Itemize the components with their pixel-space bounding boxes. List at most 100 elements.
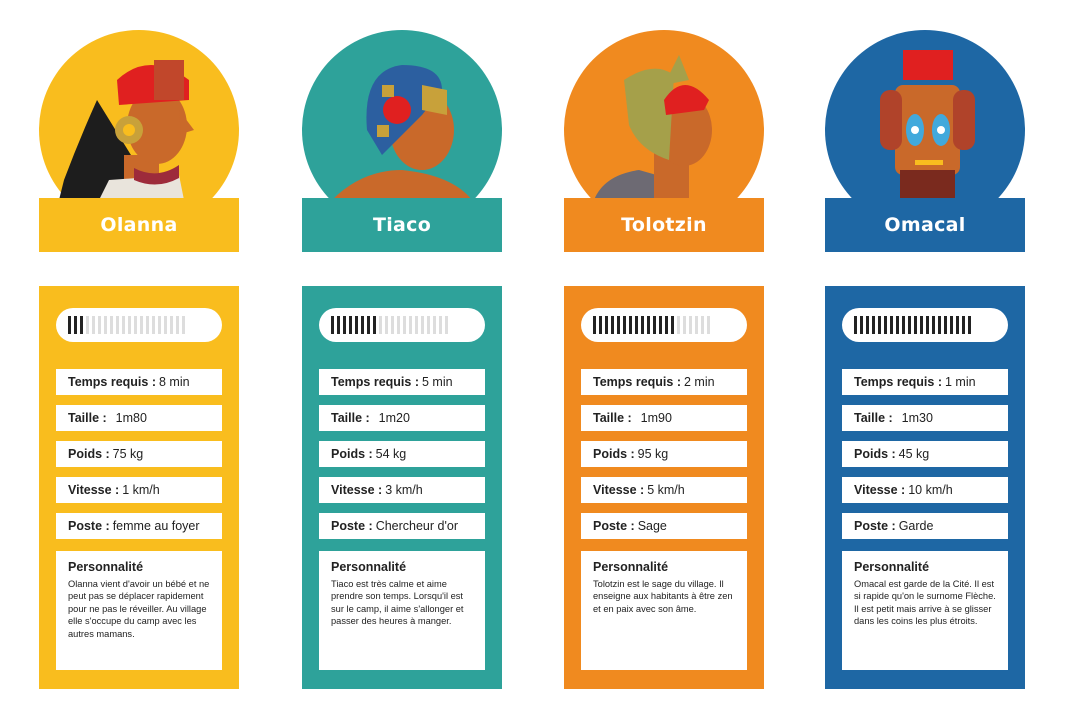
- speed-meter: [842, 308, 1008, 342]
- temps-value: 2 min: [683, 375, 715, 389]
- taille-field: Taille : 1m30: [842, 405, 1008, 431]
- meter-tick: [427, 316, 430, 334]
- meter-tick: [331, 316, 334, 334]
- taille-label: Taille :: [593, 411, 632, 425]
- temps-value: 1 min: [944, 375, 976, 389]
- meter-tick: [944, 316, 947, 334]
- poste-label: Poste :: [331, 519, 373, 533]
- meter-tick: [397, 316, 400, 334]
- taille-label: Taille :: [854, 411, 893, 425]
- meter-tick: [80, 316, 83, 334]
- temps-value: 8 min: [158, 375, 190, 389]
- meter-tick: [110, 316, 113, 334]
- name-plate-tiaco: Tiaco: [302, 198, 502, 252]
- meter-tick: [385, 316, 388, 334]
- meter-tick: [950, 316, 953, 334]
- personnalite-text: Omacal est garde de la Cité. Il est si r…: [854, 579, 996, 627]
- meter-tick: [683, 316, 686, 334]
- poids-label: Poids :: [68, 447, 110, 461]
- personnalite-text: Tiaco est très calme et aime prendre son…: [331, 579, 464, 627]
- name-plate-olanna: Olanna: [39, 198, 239, 252]
- taille-label: Taille :: [331, 411, 370, 425]
- meter-tick: [914, 316, 917, 334]
- meter-tick: [170, 316, 173, 334]
- poste-value: Sage: [637, 519, 667, 533]
- portrait-tolotzin: [564, 30, 764, 200]
- meter-tick: [647, 316, 650, 334]
- meter-tick: [116, 316, 119, 334]
- poste-field: Poste : Chercheur d'or: [319, 513, 485, 539]
- meter-tick: [409, 316, 412, 334]
- speed-meter: [319, 308, 485, 342]
- personnalite-box: Personnalité Omacal est garde de la Cité…: [842, 551, 1008, 670]
- meter-tick: [653, 316, 656, 334]
- vitesse-value: 5 km/h: [647, 483, 685, 497]
- meter-tick: [956, 316, 959, 334]
- meter-tick: [629, 316, 632, 334]
- meter-tick: [623, 316, 626, 334]
- meter-tick: [343, 316, 346, 334]
- meter-tick: [599, 316, 602, 334]
- character-card: Temps requis :2 min Taille : 1m90 Poids :…: [564, 286, 764, 689]
- meter-tick: [415, 316, 418, 334]
- name-plate-omacal: Omacal: [825, 198, 1025, 252]
- meter-tick: [689, 316, 692, 334]
- poids-field: Poids :75 kg: [56, 441, 222, 467]
- temps-requis-field: Temps requis :1 min: [842, 369, 1008, 395]
- poste-field: Poste : femme au foyer: [56, 513, 222, 539]
- poids-value: 45 kg: [898, 447, 930, 461]
- temps-requis-field: Temps requis :8 min: [56, 369, 222, 395]
- meter-tick: [617, 316, 620, 334]
- meter-tick: [182, 316, 185, 334]
- vitesse-value: 3 km/h: [385, 483, 423, 497]
- meter-tick: [854, 316, 857, 334]
- meter-tick: [146, 316, 149, 334]
- temps-requis-field: Temps requis :2 min: [581, 369, 747, 395]
- personnalite-title: Personnalité: [331, 560, 407, 574]
- meter-tick: [421, 316, 424, 334]
- meter-tick: [605, 316, 608, 334]
- poids-field: Poids :95 kg: [581, 441, 747, 467]
- meter-tick: [373, 316, 376, 334]
- meter-tick: [593, 316, 596, 334]
- meter-tick: [74, 316, 77, 334]
- meter-tick: [367, 316, 370, 334]
- meter-tick: [611, 316, 614, 334]
- meter-tick: [878, 316, 881, 334]
- portrait-omacal: [825, 30, 1025, 200]
- meter-tick: [158, 316, 161, 334]
- meter-tick: [926, 316, 929, 334]
- meter-tick: [86, 316, 89, 334]
- meter-tick: [695, 316, 698, 334]
- meter-tick: [677, 316, 680, 334]
- vitesse-label: Vitesse :: [593, 483, 645, 497]
- meter-tick: [122, 316, 125, 334]
- poids-value: 75 kg: [112, 447, 144, 461]
- poste-value: Garde: [898, 519, 934, 533]
- meter-tick: [152, 316, 155, 334]
- name-plate-tolotzin: Tolotzin: [564, 198, 764, 252]
- meter-tick: [134, 316, 137, 334]
- vitesse-value: 10 km/h: [908, 483, 953, 497]
- temps-label: Temps requis :: [68, 375, 156, 389]
- taille-field: Taille : 1m20: [319, 405, 485, 431]
- meter-tick: [902, 316, 905, 334]
- meter-tick: [176, 316, 179, 334]
- vitesse-field: Vitesse :10 km/h: [842, 477, 1008, 503]
- personnalite-title: Personnalité: [68, 560, 144, 574]
- poids-value: 54 kg: [375, 447, 407, 461]
- meter-tick: [355, 316, 358, 334]
- meter-tick: [445, 316, 448, 334]
- meter-tick: [104, 316, 107, 334]
- taille-value: 1m20: [378, 411, 410, 425]
- meter-tick: [98, 316, 101, 334]
- poids-value: 95 kg: [637, 447, 669, 461]
- meter-tick: [433, 316, 436, 334]
- meter-tick: [932, 316, 935, 334]
- poste-field: Poste : Garde: [842, 513, 1008, 539]
- poids-label: Poids :: [593, 447, 635, 461]
- personnalite-box: Personnalité Olanna vient d'avoir un béb…: [56, 551, 222, 670]
- vitesse-field: Vitesse :1 km/h: [56, 477, 222, 503]
- meter-tick: [128, 316, 131, 334]
- portrait-tiaco: [302, 30, 502, 200]
